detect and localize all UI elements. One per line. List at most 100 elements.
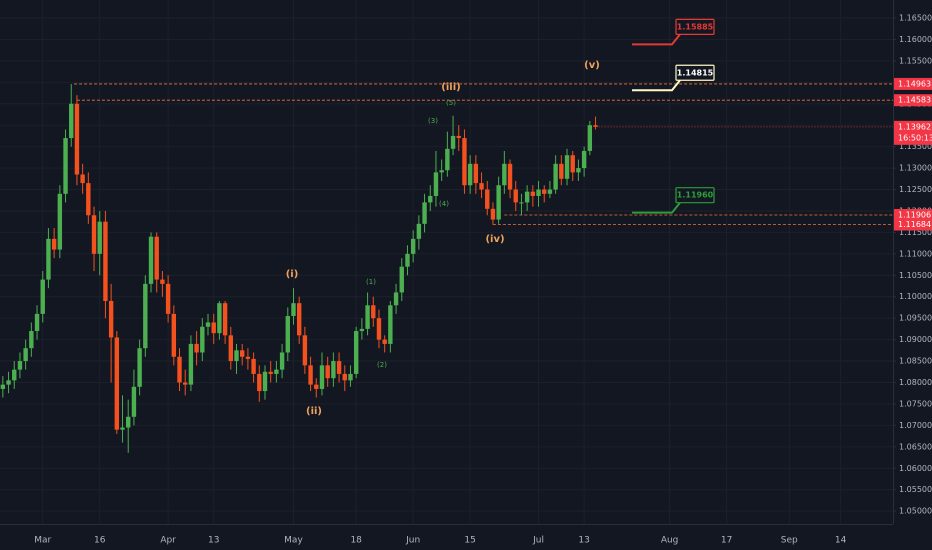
- candle-body: [547, 189, 553, 194]
- target-label: 1.11960: [677, 191, 714, 200]
- target-box: [675, 18, 715, 35]
- candle-body: [40, 279, 45, 314]
- price-axis-label: 1.14583: [898, 96, 931, 105]
- candle-body: [262, 371, 268, 392]
- x-tick-label: 18: [350, 536, 362, 546]
- x-tick-label: 13: [208, 536, 219, 546]
- x-tick-label: Jul: [532, 536, 544, 546]
- candle-body: [456, 135, 461, 139]
- candle-body: [23, 348, 28, 362]
- y-tick-label: 1.10500: [899, 271, 932, 280]
- candle-body: [450, 135, 456, 149]
- last-price-label: 1.13962: [898, 122, 931, 131]
- y-tick-label: 1.05500: [899, 485, 932, 494]
- y-tick-label: 1.06500: [899, 442, 932, 451]
- y-tick-label: 1.06000: [899, 464, 932, 473]
- x-tick-label: 17: [721, 536, 732, 546]
- candle-body: [120, 427, 125, 430]
- candle-body: [171, 313, 177, 357]
- candle-body: [359, 328, 365, 332]
- candle-body: [268, 371, 273, 374]
- candle-body: [143, 283, 148, 349]
- candle-body: [29, 331, 34, 349]
- candle-body: [342, 373, 347, 381]
- y-tick-label: 1.09500: [899, 314, 932, 323]
- y-tick-label: 1.08000: [899, 378, 932, 387]
- candle-body: [126, 416, 131, 428]
- candle-body: [570, 155, 575, 173]
- y-tick-label: 1.10000: [899, 292, 932, 301]
- countdown: 16:50:13: [898, 133, 932, 142]
- candle-body: [405, 253, 410, 267]
- candle-body: [91, 215, 97, 254]
- wave-label: (iii): [441, 82, 460, 93]
- candle-body: [291, 303, 296, 317]
- x-tick-label: Mar: [34, 536, 51, 546]
- candle-body: [416, 223, 422, 239]
- candle-body: [428, 195, 433, 203]
- price-axis-label: 1.11906: [898, 211, 931, 220]
- y-tick-label: 1.16000: [899, 35, 932, 44]
- x-tick-label: Jun: [405, 536, 420, 546]
- wave-label: (2): [377, 361, 387, 369]
- price-axis-box: [894, 209, 932, 222]
- candle-body: [353, 331, 359, 374]
- candle-body: [422, 202, 427, 224]
- candle-body: [0, 384, 6, 389]
- x-tick-label: 16: [94, 536, 106, 546]
- candle-body: [308, 365, 313, 385]
- y-tick-label: 1.13500: [899, 142, 932, 151]
- candle-body: [496, 185, 501, 220]
- candle-body: [302, 335, 308, 366]
- candle-body: [593, 125, 598, 127]
- y-tick-label: 1.12500: [899, 185, 932, 194]
- candle-body: [336, 361, 342, 374]
- candle-body: [274, 369, 279, 374]
- y-tick-label: 1.11500: [899, 228, 932, 237]
- price-axis-box: [894, 218, 932, 231]
- candle-body: [154, 236, 159, 280]
- candle-body: [485, 189, 490, 209]
- candle-body: [564, 155, 570, 179]
- candle-body: [137, 348, 142, 387]
- candle-body: [371, 305, 376, 319]
- candle-body: [131, 386, 137, 417]
- candle-body: [211, 322, 216, 334]
- target-label: 1.14815: [677, 68, 714, 77]
- candle-body: [433, 172, 439, 196]
- candle-body: [63, 138, 68, 194]
- wave-label: (ii): [306, 406, 322, 417]
- x-tick-label: 14: [835, 536, 847, 546]
- candle-body: [69, 103, 74, 139]
- wave-label: (v): [584, 60, 600, 71]
- candle-body: [581, 150, 587, 169]
- candle-body: [108, 301, 114, 338]
- candle-body: [502, 163, 507, 186]
- candle-body: [57, 193, 63, 250]
- candle-body: [279, 352, 285, 370]
- candle-body: [177, 356, 182, 383]
- candle-body: [194, 343, 199, 353]
- candle-body: [462, 138, 467, 186]
- candle-body: [388, 305, 393, 344]
- candle-body: [188, 343, 194, 385]
- price-axis-label: 1.14963: [898, 79, 931, 88]
- target-box: [675, 64, 715, 81]
- candle-body: [12, 369, 17, 381]
- y-tick-label: 1.13000: [899, 164, 932, 173]
- y-tick-label: 1.11000: [899, 249, 932, 258]
- candle-body: [74, 103, 80, 175]
- candle-body: [222, 303, 228, 336]
- candle-body: [234, 350, 239, 362]
- target-line: [632, 33, 681, 46]
- candle-body: [382, 339, 387, 344]
- candle-body: [205, 322, 211, 327]
- y-tick-label: 1.08500: [899, 357, 932, 366]
- candle-body: [325, 365, 330, 379]
- target-box: [675, 187, 715, 204]
- candle-body: [576, 168, 581, 173]
- y-tick-label: 1.15500: [899, 56, 932, 65]
- candle-body: [473, 163, 479, 184]
